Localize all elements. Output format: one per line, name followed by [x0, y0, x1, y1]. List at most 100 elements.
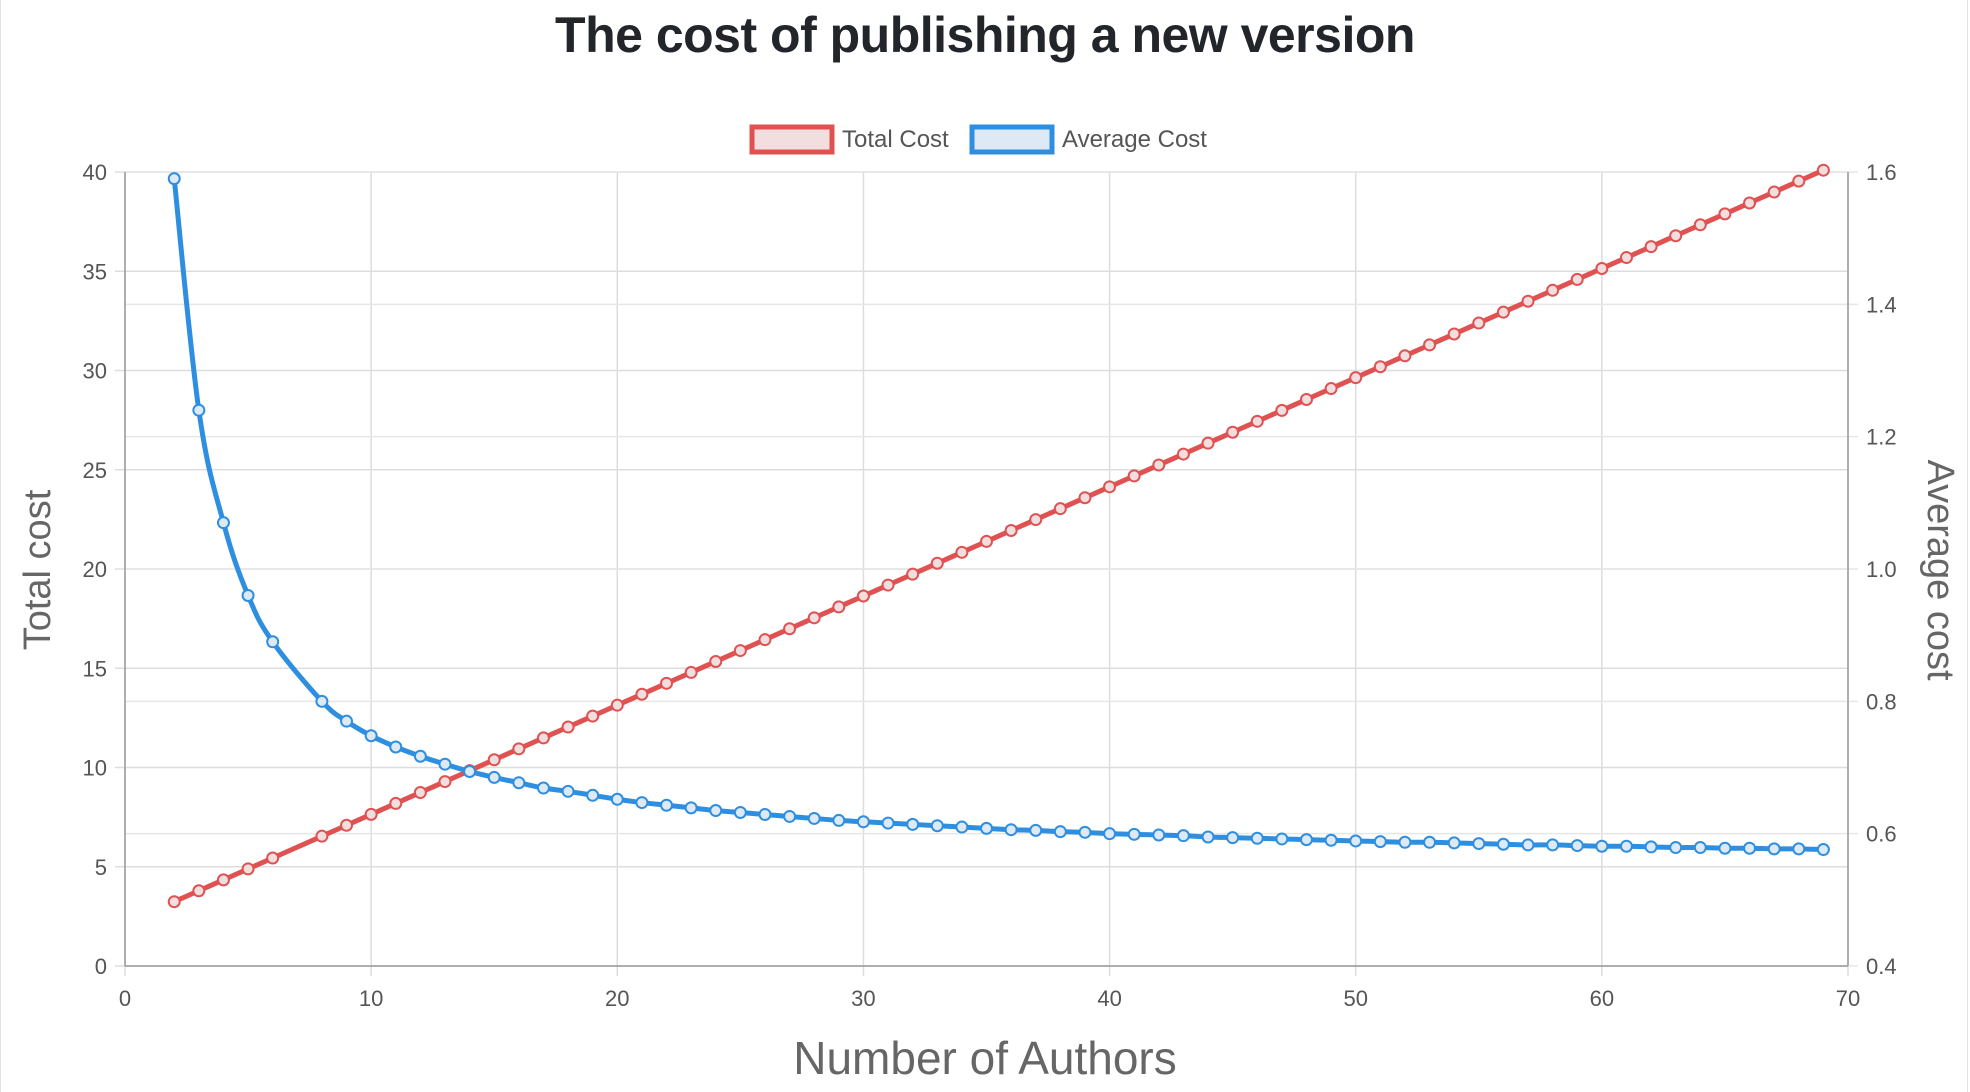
data-point-average-cost: [1619, 839, 1633, 853]
data-point-total-cost: [1767, 185, 1781, 199]
legend: Total Cost Average Cost: [749, 124, 1207, 155]
data-point-average-cost: [1521, 838, 1535, 852]
data-point-total-cost: [1644, 240, 1658, 254]
data-point-total-cost: [955, 545, 969, 559]
data-point-average-cost: [241, 588, 255, 602]
y-left-tick-label: 35: [83, 259, 107, 284]
legend-item-total-cost[interactable]: Total Cost: [749, 124, 949, 155]
data-point-average-cost: [733, 805, 747, 819]
y-left-tick-label: 10: [83, 756, 107, 781]
data-point-total-cost: [1669, 229, 1683, 243]
data-point-total-cost: [807, 611, 821, 625]
data-point-average-cost: [1324, 833, 1338, 847]
data-point-average-cost: [1201, 830, 1215, 844]
legend-item-average-cost[interactable]: Average Cost: [969, 124, 1207, 155]
data-point-average-cost: [1496, 837, 1510, 851]
data-point-total-cost: [610, 698, 624, 712]
legend-swatch-average-cost: [969, 124, 1055, 155]
x-tick-label: 20: [605, 986, 629, 1011]
y-right-tick-label: 1.0: [1866, 557, 1897, 582]
data-point-average-cost: [586, 788, 600, 802]
x-tick-label: 50: [1343, 986, 1367, 1011]
x-tick-label: 10: [359, 986, 383, 1011]
data-point-total-cost: [733, 644, 747, 658]
data-point-average-cost: [1275, 832, 1289, 846]
axes: 0 10 20 30 40 50 60 70 0 5 10 15 20 25 30 35 40 0.4 0.6 0.8…: [83, 160, 1897, 1011]
data-point-total-cost: [1053, 502, 1067, 516]
data-point-total-cost: [1693, 218, 1707, 232]
data-point-total-cost: [1816, 163, 1830, 177]
chart-title: The cost of publishing a new version: [555, 7, 1415, 63]
y-axis-right-label: Average cost: [1919, 459, 1961, 681]
data-point-average-cost: [635, 796, 649, 810]
data-point-average-cost: [561, 784, 575, 798]
data-point-average-cost: [1250, 831, 1264, 845]
data-point-total-cost: [1275, 403, 1289, 417]
data-point-average-cost: [1570, 839, 1584, 853]
data-point-total-cost: [1570, 272, 1584, 286]
legend-label-average-cost: Average Cost: [1062, 126, 1207, 153]
x-tick-label: 0: [119, 986, 131, 1011]
data-point-average-cost: [1152, 828, 1166, 842]
data-point-average-cost: [1349, 834, 1363, 848]
data-point-average-cost: [783, 809, 797, 823]
y-left-tick-label: 25: [83, 458, 107, 483]
data-point-average-cost: [389, 740, 403, 754]
legend-swatch-total-cost: [749, 124, 835, 155]
data-point-total-cost: [1299, 392, 1313, 406]
data-point-total-cost: [216, 873, 230, 887]
y-right-tick-label: 0.4: [1866, 954, 1897, 979]
data-point-total-cost: [635, 687, 649, 701]
y-left-tick-label: 5: [95, 855, 107, 880]
data-point-total-cost: [586, 709, 600, 723]
data-point-total-cost: [1152, 458, 1166, 472]
data-point-average-cost: [1004, 823, 1018, 837]
data-point-total-cost: [758, 633, 772, 647]
y-right-tick-label: 1.2: [1866, 425, 1897, 450]
data-point-total-cost: [1103, 480, 1117, 494]
data-point-average-cost: [832, 813, 846, 827]
data-point-average-cost: [1693, 841, 1707, 855]
data-point-average-cost: [1546, 838, 1560, 852]
x-tick-label: 30: [851, 986, 875, 1011]
data-point-total-cost: [1250, 414, 1264, 428]
data-point-total-cost: [881, 578, 895, 592]
data-point-total-cost: [1595, 261, 1609, 275]
data-point-average-cost: [536, 781, 550, 795]
data-point-total-cost: [1447, 327, 1461, 341]
data-point-total-cost: [980, 534, 993, 548]
data-point-total-cost: [832, 600, 846, 614]
data-point-total-cost: [709, 655, 723, 668]
data-point-average-cost: [487, 770, 501, 784]
x-axis-label: Number of Authors: [793, 1032, 1177, 1084]
data-point-average-cost: [1373, 835, 1387, 849]
data-point-average-cost: [167, 172, 181, 186]
data-point-total-cost: [1127, 469, 1141, 483]
data-point-total-cost: [241, 862, 255, 876]
data-point-total-cost: [1619, 251, 1633, 265]
data-point-average-cost: [709, 804, 723, 818]
data-point-total-cost: [1718, 207, 1732, 221]
data-point-total-cost: [167, 895, 181, 909]
data-point-average-cost: [192, 403, 206, 417]
data-point-average-cost: [1595, 839, 1609, 853]
data-point-average-cost: [660, 798, 674, 812]
data-point-total-cost: [1472, 316, 1486, 330]
data-point-total-cost: [487, 753, 501, 767]
data-point-average-cost: [1447, 836, 1461, 850]
data-point-total-cost: [660, 676, 674, 690]
data-point-total-cost: [906, 567, 920, 581]
data-point-average-cost: [438, 757, 452, 771]
data-point-average-cost: [1669, 841, 1683, 855]
legend-label-total-cost: Total Cost: [842, 126, 949, 153]
x-tick-label: 70: [1836, 986, 1860, 1011]
data-point-average-cost: [1078, 825, 1092, 839]
data-point-average-cost: [364, 729, 378, 743]
data-point-average-cost: [1423, 835, 1437, 849]
y-right-tick-label: 1.6: [1866, 160, 1897, 185]
data-point-average-cost: [610, 792, 624, 806]
y-axis-left-label: Total cost: [17, 489, 59, 650]
data-point-total-cost: [1423, 338, 1437, 352]
data-point-total-cost: [438, 775, 452, 789]
